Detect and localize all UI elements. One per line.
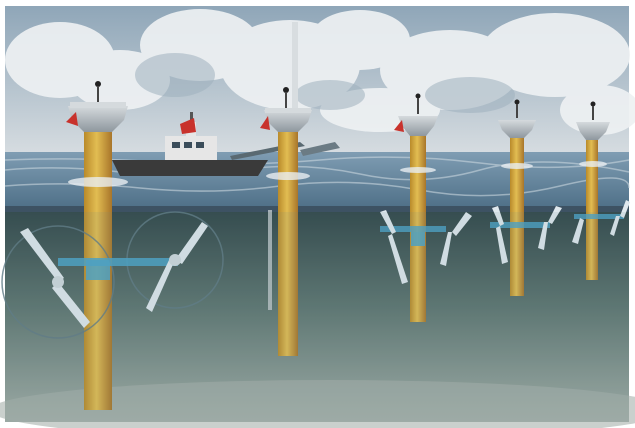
rotor-blade <box>496 226 508 264</box>
rotor-blade <box>610 216 620 236</box>
rotor-blade <box>175 222 208 264</box>
pile <box>510 128 524 296</box>
platform <box>264 110 312 132</box>
rotor-blade <box>452 212 472 236</box>
platform <box>398 116 438 136</box>
rotor-blade <box>538 222 548 250</box>
warning-light <box>180 118 196 134</box>
rotor-blade <box>52 282 90 328</box>
turbine-3 <box>380 93 472 322</box>
rotor-blade <box>388 234 408 284</box>
ship-hull <box>112 160 268 176</box>
platform <box>576 122 610 140</box>
turbine-2 <box>260 22 312 356</box>
rotor-blade <box>380 210 396 234</box>
rotor-blade <box>440 232 452 266</box>
platform <box>498 120 536 138</box>
rotor-blade <box>146 258 175 312</box>
warning-light <box>260 116 270 130</box>
cloud <box>310 10 410 70</box>
rotor-blade <box>492 206 504 226</box>
turbine-1 <box>1 81 224 410</box>
rotor-blade <box>20 228 64 282</box>
turbine-5 <box>572 101 630 280</box>
cloud <box>480 13 630 97</box>
vessel <box>112 112 305 176</box>
warning-light <box>66 112 78 126</box>
seabed <box>0 380 635 428</box>
rotor-blade <box>620 200 630 218</box>
warning-light <box>394 120 404 132</box>
rotor-ring <box>1 225 115 339</box>
turbine-4 <box>490 99 562 296</box>
pile <box>586 130 598 280</box>
rotor-blade <box>548 206 562 224</box>
pile <box>410 126 426 322</box>
rotor-blade <box>572 218 584 244</box>
platform <box>68 106 128 132</box>
waterline <box>5 206 629 212</box>
